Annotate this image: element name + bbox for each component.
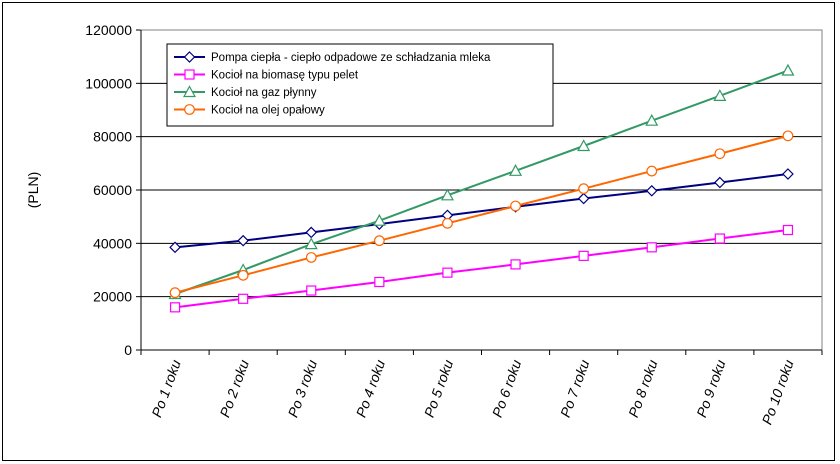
legend-item: Kocioł na biomasę typu pelet [174, 69, 359, 82]
x-tick-label: Po 4 roku [353, 357, 389, 419]
x-axis-ticks: Po 1 roku Po 2 roku Po 3 roku Po 4 roku Po 5… [140, 350, 823, 427]
data-point-diamond [645, 184, 658, 197]
data-point-diamond [183, 51, 196, 63]
data-point-square [306, 285, 317, 296]
data-point-diamond [305, 226, 318, 239]
series-line [174, 229, 789, 309]
data-point-diamond [169, 241, 181, 254]
series-group [168, 63, 795, 313]
x-tick-label: Po 5 roku [421, 357, 457, 419]
y-axis-label: (PLN) [25, 172, 41, 209]
series-4 [169, 130, 794, 299]
y-tick-label: 60000 [93, 182, 132, 198]
data-point-triangle [440, 188, 454, 201]
data-point-circle [578, 183, 590, 195]
legend-label: Kocioł na gaz płynny [211, 87, 317, 99]
legend-item: Kocioł na olej opałowy [174, 104, 325, 117]
legend-label: Pompa ciepła - ciepło odpadowe ze schład… [211, 52, 491, 64]
x-tick-label: Po 6 roku [489, 357, 525, 419]
legend-item: Pompa ciepła - ciepło odpadowe ze schład… [174, 51, 491, 64]
series-1 [169, 168, 794, 254]
data-point-square [374, 276, 385, 288]
x-tick-label: Po 2 roku [216, 357, 252, 419]
y-tick-label: 40000 [93, 235, 132, 251]
data-point-square [714, 233, 725, 244]
y-tick-label: 120000 [85, 22, 132, 38]
data-point-diamond [577, 192, 590, 205]
series-line [174, 69, 789, 295]
data-point-triangle [713, 89, 727, 101]
data-point-circle [442, 217, 453, 229]
axes [140, 29, 823, 351]
data-point-circle [714, 148, 726, 160]
x-tick-label: Po 10 roku [759, 357, 797, 426]
y-tick-label: 80000 [93, 129, 132, 145]
legend-label: Kocioł na biomasę typu pelet [211, 70, 359, 82]
y-tick-label: 20000 [93, 289, 132, 305]
data-point-triangle [304, 237, 318, 250]
x-tick-label: Po 8 roku [625, 357, 661, 419]
data-point-square [169, 302, 181, 313]
x-tick-label: Po 9 roku [693, 357, 729, 419]
x-tick-label: Po 3 roku [285, 357, 321, 419]
data-point-circle [184, 104, 195, 115]
series-line [174, 134, 789, 294]
data-point-circle [169, 287, 181, 299]
data-point-circle [782, 130, 794, 142]
x-tick-label: Po 1 roku [148, 357, 184, 419]
legend: Pompa ciepła - ciepło odpadowe ze schład… [166, 43, 554, 127]
data-point-square [442, 267, 453, 278]
y-axis-ticks: 0 20000 40000 60000 80000 100000 120000 [85, 22, 141, 358]
data-point-circle [305, 252, 317, 263]
x-tick-label: Po 7 roku [557, 357, 593, 419]
data-point-diamond [237, 234, 249, 247]
data-point-circle [510, 200, 521, 212]
data-point-triangle [509, 164, 523, 176]
data-point-square [782, 224, 794, 236]
legend-item: Kocioł na gaz płynny [174, 85, 317, 99]
data-point-triangle [781, 63, 795, 76]
legend-box [166, 43, 554, 127]
data-point-square [646, 242, 657, 253]
data-point-square [578, 250, 589, 261]
series-line [174, 173, 789, 249]
data-point-circle [237, 269, 249, 281]
data-point-triangle [182, 85, 197, 98]
data-point-circle [646, 165, 658, 177]
data-point-triangle [645, 113, 659, 126]
series-3 [168, 63, 795, 300]
series-2 [169, 224, 794, 313]
data-point-square [238, 293, 249, 304]
y-tick-label: 0 [124, 342, 132, 358]
data-point-triangle [372, 213, 386, 226]
data-point-circle [373, 235, 385, 247]
data-point-square [184, 69, 195, 80]
data-point-square [510, 259, 521, 270]
y-tick-label: 100000 [85, 75, 132, 91]
data-point-triangle [577, 139, 591, 152]
data-point-diamond [782, 168, 794, 180]
legend-label: Kocioł na olej opałowy [211, 105, 325, 117]
data-point-diamond [714, 176, 726, 189]
